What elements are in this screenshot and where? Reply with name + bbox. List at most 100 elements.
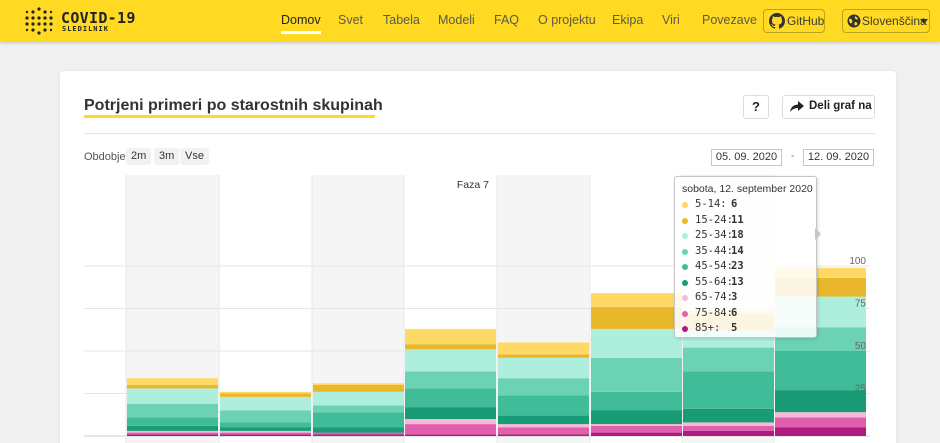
bar-segment-75-84 [220, 432, 311, 435]
bar-segment-85+ [683, 430, 774, 436]
date-to-input[interactable]: 12. 09. 2020 [803, 149, 874, 166]
period-2m-button[interactable]: 2m [126, 148, 152, 165]
github-button[interactable]: GitHub [763, 9, 825, 33]
bar-segment-35-44 [405, 371, 496, 389]
bar-segment-35-44 [683, 347, 774, 372]
period-3m-button[interactable]: 3m [154, 148, 180, 165]
bar-segment-75-84 [775, 417, 866, 428]
tooltip-row-label: 35-44: [695, 244, 733, 257]
tooltip-row-value: 23 [731, 260, 744, 272]
series-color-dot [682, 233, 688, 239]
share-icon [790, 101, 804, 112]
period-label: Obdobje [84, 151, 126, 163]
series-color-dot [682, 310, 688, 317]
globe-icon [847, 14, 861, 28]
tooltip-row: 55-64: 13 [682, 276, 812, 291]
nav-item-o-projektu[interactable]: O projektu [538, 13, 596, 27]
nav-item-svet[interactable]: Svet [338, 13, 364, 27]
date-from-input[interactable]: 05. 09. 2020 [711, 149, 782, 166]
share-label: Deli graf na [809, 100, 872, 112]
bar-segment-55-64 [591, 410, 682, 425]
bar-segment-5-14 [220, 391, 311, 394]
bar-segment-45-54 [498, 395, 589, 416]
bar-segment-85+ [405, 434, 496, 436]
tooltip-row: 75-84: 6 [682, 307, 812, 322]
period-all-button[interactable]: Vse [180, 148, 209, 165]
logo[interactable]: COVID-19 SLEDILNIK [24, 6, 136, 36]
bar-segment-85+ [498, 434, 589, 436]
tooltip-row-value: 11 [731, 213, 744, 226]
title-underline [84, 115, 375, 118]
nav-item-viri[interactable]: Viri [662, 13, 680, 27]
nav-item-domov[interactable]: Domov [281, 13, 321, 34]
tooltip-row: 35-44: 14 [682, 245, 812, 260]
bar-segment-45-54 [313, 412, 404, 428]
tooltip-row-label: 25-34: [695, 229, 733, 241]
bar-segment-75-84 [591, 425, 682, 433]
bar-segment-15-24 [127, 385, 218, 389]
bar-segment-25-34 [498, 357, 589, 379]
tooltip-row-label: 65-74: [695, 291, 733, 303]
bar-segment-75-84 [405, 424, 496, 435]
series-color-dot [682, 326, 688, 332]
bar-segment-65-74 [498, 424, 589, 428]
card-divider [84, 133, 875, 134]
top-navigation-bar: COVID-19 SLEDILNIK Domov Svet Tabela Mod… [0, 0, 940, 42]
date-separator: - [791, 150, 795, 162]
series-color-dot [682, 295, 688, 301]
tooltip-row-value: 3 [731, 291, 738, 303]
bar-segment-45-54 [775, 351, 866, 391]
nav-item-povezave[interactable]: Povezave [702, 13, 757, 27]
logo-title: COVID-19 [61, 9, 136, 27]
y-tick-label: 100 [849, 256, 866, 267]
tooltip-row: 15-24: 11 [682, 214, 812, 229]
bar-segment-45-54 [220, 422, 311, 428]
series-color-dot [682, 264, 688, 270]
nav-item-faq[interactable]: FAQ [494, 13, 520, 27]
bar-segment-45-54 [591, 391, 682, 411]
nav-item-ekipa[interactable]: Ekipa [612, 13, 644, 27]
bar-segment-55-64 [775, 390, 866, 413]
bar-segment-55-64 [127, 425, 218, 431]
bar-segment-15-24 [220, 393, 311, 397]
tooltip-row-value: 6 [731, 306, 738, 319]
nav-item-tabela[interactable]: Tabela [383, 13, 420, 27]
share-button[interactable]: Deli graf na [782, 95, 875, 119]
bar-segment-55-64 [498, 415, 589, 425]
tooltip-row-label: 75-84: [695, 306, 733, 319]
bar-segment-85+ [775, 427, 866, 436]
bar-segment-65-74 [220, 430, 311, 433]
bar-segment-25-34 [313, 391, 404, 406]
bar-segment-75-84 [683, 425, 774, 431]
bar-segment-75-84 [313, 432, 404, 435]
github-icon [769, 13, 785, 29]
y-tick-label: 75 [855, 299, 867, 310]
bar-segment-5-14 [405, 328, 496, 345]
chart-tooltip: sobota, 12. september 2020 5-14: 6 15-24… [674, 176, 817, 338]
tooltip-row-value: 13 [731, 275, 744, 288]
tooltip-row-value: 18 [731, 229, 744, 241]
tooltip-row: 45-54: 23 [682, 260, 812, 275]
bar-segment-5-14 [591, 293, 682, 307]
help-button[interactable]: ? [743, 95, 769, 119]
language-select[interactable]: Slovenščina [842, 9, 930, 33]
bar-segment-35-44 [498, 378, 589, 396]
logo-subtitle: SLEDILNIK [62, 25, 109, 33]
bar-segment-55-64 [683, 408, 774, 423]
bar-segment-35-44 [591, 357, 682, 392]
tooltip-row-label: 45-54: [695, 260, 733, 272]
tooltip-row-label: 15-24: [695, 213, 733, 226]
tooltip-row-label: 5-14: [695, 198, 727, 210]
bar-segment-25-34 [405, 349, 496, 372]
bar-segment-75-84 [127, 432, 218, 435]
bar-segment-55-64 [220, 427, 311, 431]
bar-segment-25-34 [591, 328, 682, 358]
stacked-bar-chart: Faza 7 25 50 75 100 [84, 175, 870, 443]
bar-segment-65-74 [591, 424, 682, 426]
tooltip-row-value: 14 [731, 244, 744, 257]
nav-item-modeli[interactable]: Modeli [438, 13, 475, 27]
tooltip-arrow [815, 228, 821, 240]
bar-segment-25-34 [220, 396, 311, 411]
y-tick-label: 25 [855, 384, 867, 395]
bar-segment-15-24 [498, 354, 589, 358]
